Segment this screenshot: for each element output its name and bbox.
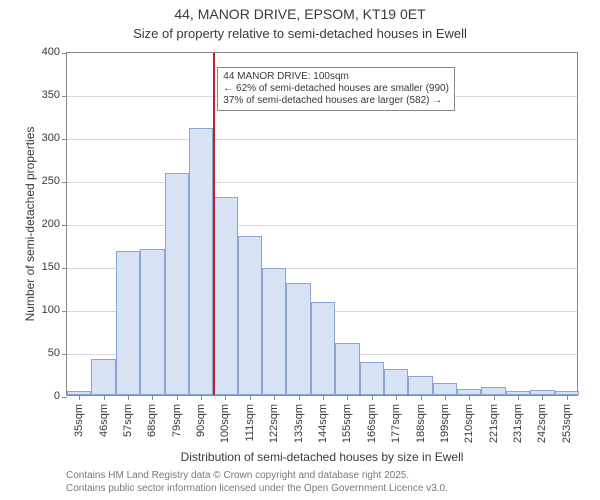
xtick-mark	[225, 395, 226, 400]
x-tick-label: 221sqm	[488, 404, 500, 443]
xtick-mark	[250, 395, 251, 400]
x-tick-label: 199sqm	[439, 404, 451, 443]
gridline-h	[67, 225, 577, 226]
x-tick-label: 111sqm	[244, 404, 256, 442]
histogram-bar	[335, 343, 359, 395]
y-tick-label: 350	[32, 89, 60, 101]
histogram-bar	[116, 251, 140, 395]
histogram-bar	[384, 369, 408, 395]
x-tick-label: 144sqm	[317, 404, 329, 443]
x-tick-label: 68sqm	[146, 404, 158, 437]
y-tick-label: 0	[32, 390, 60, 402]
xtick-mark	[542, 395, 543, 400]
x-tick-label: 122sqm	[268, 404, 280, 443]
x-tick-label: 253sqm	[561, 404, 573, 443]
y-tick-label: 250	[32, 175, 60, 187]
x-tick-label: 177sqm	[390, 404, 402, 443]
x-tick-label: 242sqm	[536, 404, 548, 443]
annotation-box: 44 MANOR DRIVE: 100sqm ← 62% of semi-det…	[217, 67, 455, 111]
ytick-mark	[62, 268, 67, 269]
histogram-bar	[311, 302, 335, 395]
y-tick-label: 200	[32, 218, 60, 230]
x-tick-label: 166sqm	[366, 404, 378, 443]
xtick-mark	[323, 395, 324, 400]
histogram-bar	[481, 387, 505, 395]
histogram-bar	[286, 283, 310, 395]
x-tick-label: 46sqm	[98, 404, 110, 437]
histogram-bar	[360, 362, 384, 395]
x-tick-label: 57sqm	[122, 404, 134, 437]
ytick-mark	[62, 139, 67, 140]
xtick-mark	[177, 395, 178, 400]
ytick-mark	[62, 182, 67, 183]
xtick-mark	[494, 395, 495, 400]
histogram-bar	[433, 383, 457, 395]
xtick-mark	[201, 395, 202, 400]
xtick-mark	[396, 395, 397, 400]
x-tick-label: 188sqm	[415, 404, 427, 443]
xtick-mark	[128, 395, 129, 400]
chart-subtitle: Size of property relative to semi-detach…	[0, 26, 600, 41]
histogram-bar	[165, 173, 189, 395]
x-tick-label: 35sqm	[73, 404, 85, 437]
x-tick-label: 90sqm	[195, 404, 207, 437]
xtick-mark	[274, 395, 275, 400]
y-tick-label: 150	[32, 261, 60, 273]
xtick-mark	[421, 395, 422, 400]
histogram-bar	[238, 236, 262, 395]
ytick-mark	[62, 354, 67, 355]
ytick-mark	[62, 53, 67, 54]
histogram-bar	[262, 268, 286, 395]
y-tick-label: 100	[32, 304, 60, 316]
y-tick-label: 300	[32, 132, 60, 144]
ytick-mark	[62, 96, 67, 97]
histogram-bar	[189, 128, 213, 395]
histogram-bar	[140, 249, 164, 395]
y-tick-label: 400	[32, 46, 60, 58]
attribution-text: Contains HM Land Registry data © Crown c…	[66, 470, 448, 495]
x-tick-label: 133sqm	[293, 404, 305, 443]
histogram-bar	[91, 359, 115, 395]
reference-line	[213, 53, 215, 395]
y-tick-label: 50	[32, 347, 60, 359]
xtick-mark	[79, 395, 80, 400]
xtick-mark	[152, 395, 153, 400]
chart-title: 44, MANOR DRIVE, EPSOM, KT19 0ET	[0, 6, 600, 22]
gridline-h	[67, 182, 577, 183]
ytick-mark	[62, 225, 67, 226]
histogram-bar	[213, 197, 237, 395]
x-tick-label: 79sqm	[171, 404, 183, 437]
x-tick-label: 155sqm	[341, 404, 353, 443]
xtick-mark	[567, 395, 568, 400]
histogram-bar	[408, 376, 432, 395]
xtick-mark	[372, 395, 373, 400]
xtick-mark	[299, 395, 300, 400]
xtick-mark	[469, 395, 470, 400]
xtick-mark	[518, 395, 519, 400]
gridline-h	[67, 139, 577, 140]
xtick-mark	[445, 395, 446, 400]
xtick-mark	[104, 395, 105, 400]
ytick-mark	[62, 311, 67, 312]
plot-area: 44 MANOR DRIVE: 100sqm ← 62% of semi-det…	[66, 52, 578, 396]
x-tick-label: 210sqm	[463, 404, 475, 443]
x-axis-title: Distribution of semi-detached houses by …	[66, 450, 578, 464]
x-tick-label: 231sqm	[512, 404, 524, 443]
x-tick-label: 100sqm	[219, 404, 231, 443]
chart-root: { "title": "44, MANOR DRIVE, EPSOM, KT19…	[0, 0, 600, 500]
ytick-mark	[62, 397, 67, 398]
xtick-mark	[347, 395, 348, 400]
